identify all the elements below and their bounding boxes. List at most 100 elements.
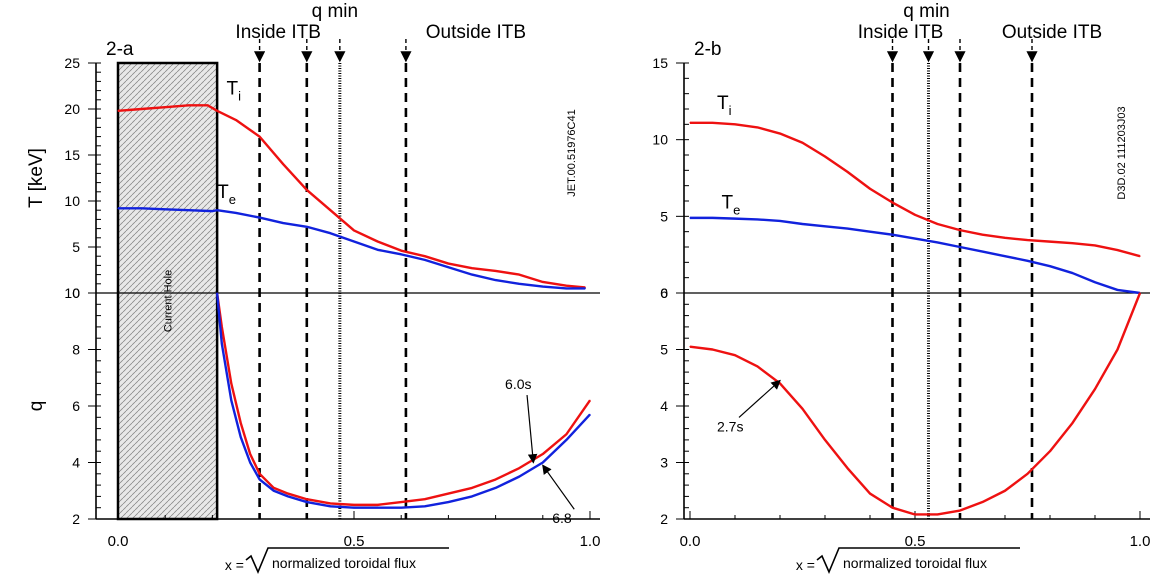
time-annotation: 6.0s xyxy=(505,376,531,392)
data-point-temp-0 xyxy=(518,274,520,276)
data-point-temp-1 xyxy=(1049,265,1051,267)
data-point-q-0 xyxy=(869,492,871,495)
data-point-temp-0 xyxy=(207,104,209,106)
data-point-q-0 xyxy=(542,453,544,455)
x-axis-label-text: normalized toroidal flux xyxy=(272,555,416,571)
series-line-temp-0 xyxy=(117,104,586,289)
data-point-temp-0 xyxy=(891,201,894,204)
data-point-temp-0 xyxy=(329,209,331,211)
data-point-q-0 xyxy=(1004,490,1006,492)
series-label-temp: Te xyxy=(217,182,236,207)
data-point-temp-1 xyxy=(216,209,218,211)
shot-label: JET.00.51976C41 xyxy=(566,109,578,196)
data-point-q-0 xyxy=(1026,473,1029,475)
data-point-temp-0 xyxy=(1116,249,1119,251)
data-point-temp-1 xyxy=(824,225,826,227)
data-point-q-1 xyxy=(306,501,308,503)
y-tick-label-top: 0 xyxy=(660,285,668,301)
data-point-temp-0 xyxy=(447,262,449,265)
x-tick-label: 0.5 xyxy=(905,533,926,550)
data-point-temp-1 xyxy=(400,253,402,255)
data-point-temp-1 xyxy=(495,279,497,281)
data-point-temp-0 xyxy=(914,214,916,216)
data-point-temp-1 xyxy=(1094,281,1096,283)
series-label-sub: e xyxy=(229,192,236,207)
data-point-q-0 xyxy=(936,513,939,516)
data-point-temp-1 xyxy=(846,228,849,230)
data-point-q-1 xyxy=(329,505,331,507)
x-tick-label: 0.0 xyxy=(680,533,701,550)
data-point-q-0 xyxy=(287,492,289,495)
data-point-temp-1 xyxy=(329,232,331,234)
qmin-label: q min xyxy=(903,1,949,22)
x-axis-label: x = normalized toroidal flux xyxy=(225,547,449,575)
data-point-q-0 xyxy=(495,478,497,481)
data-point-q-1 xyxy=(221,343,223,345)
data-point-temp-1 xyxy=(518,283,520,285)
x-tick-label: 0.5 xyxy=(344,533,365,550)
series-label-base: T xyxy=(227,78,239,99)
data-point-temp-1 xyxy=(711,217,714,219)
data-point-temp-0 xyxy=(756,126,759,128)
y-axis-label-q: q xyxy=(26,401,47,412)
data-point-q-1 xyxy=(565,439,568,441)
data-point-q-0 xyxy=(221,326,223,328)
y-tick-label-top: 20 xyxy=(64,101,80,117)
data-point-q-0 xyxy=(1049,450,1051,452)
data-point-q-0 xyxy=(1139,292,1141,294)
data-point-temp-0 xyxy=(400,250,402,252)
current-hole-label: Current Hole xyxy=(163,270,175,332)
data-point-temp-1 xyxy=(1116,289,1119,291)
panel-label: 2-b xyxy=(694,39,721,60)
data-point-temp-0 xyxy=(711,122,714,124)
data-point-temp-1 xyxy=(869,231,871,233)
data-point-q-1 xyxy=(518,476,520,478)
y-tick-label-bottom: 6 xyxy=(660,285,668,301)
y-tick-label-bottom: 4 xyxy=(660,398,668,414)
data-point-q-0 xyxy=(353,504,355,506)
data-point-q-0 xyxy=(424,498,426,500)
data-point-q-1 xyxy=(424,505,426,507)
data-point-temp-0 xyxy=(869,188,871,190)
data-point-temp-0 xyxy=(542,281,544,283)
data-point-q-0 xyxy=(329,502,331,505)
data-point-temp-0 xyxy=(689,122,691,124)
sqrt-symbol xyxy=(816,547,1020,575)
data-point-q-0 xyxy=(273,487,275,489)
data-point-temp-0 xyxy=(353,229,355,232)
y-tick-label-bottom: 3 xyxy=(660,455,668,471)
data-point-temp-1 xyxy=(306,226,308,228)
annotation-arrow xyxy=(738,379,781,418)
data-point-q-0 xyxy=(711,348,714,351)
data-point-temp-1 xyxy=(779,220,781,222)
y-tick-label-bottom: 2 xyxy=(660,511,668,527)
series-label-sub: i xyxy=(238,88,241,103)
data-point-q-0 xyxy=(400,501,402,503)
data-point-q-0 xyxy=(891,507,894,509)
sqrt-symbol xyxy=(245,547,449,575)
data-point-temp-0 xyxy=(471,267,473,269)
series-line-temp-0 xyxy=(690,121,1141,258)
data-point-temp-1 xyxy=(447,266,449,268)
data-point-q-1 xyxy=(589,413,591,416)
series-line-temp-1 xyxy=(118,207,586,290)
data-point-q-0 xyxy=(377,504,379,506)
y-tick-label-top: 0 xyxy=(72,285,80,301)
y-tick-label-bottom: 4 xyxy=(72,455,80,471)
data-point-temp-1 xyxy=(235,212,237,214)
data-point-temp-1 xyxy=(542,285,544,288)
y-tick-label-bottom: 8 xyxy=(72,342,80,358)
data-point-temp-1 xyxy=(936,241,939,243)
data-point-q-1 xyxy=(240,436,242,438)
data-point-temp-1 xyxy=(164,208,166,210)
data-point-temp-0 xyxy=(282,163,284,165)
data-point-temp-0 xyxy=(235,119,237,121)
annotation-arrow xyxy=(542,464,575,510)
time-annotation: 2.7s xyxy=(717,418,743,434)
data-point-temp-1 xyxy=(353,240,355,243)
data-point-temp-1 xyxy=(959,246,961,248)
y-tick-label-top: 25 xyxy=(64,55,80,71)
data-point-q-0 xyxy=(1071,422,1074,424)
y-tick-label-bottom: 5 xyxy=(660,342,668,358)
data-point-q-0 xyxy=(734,354,736,356)
